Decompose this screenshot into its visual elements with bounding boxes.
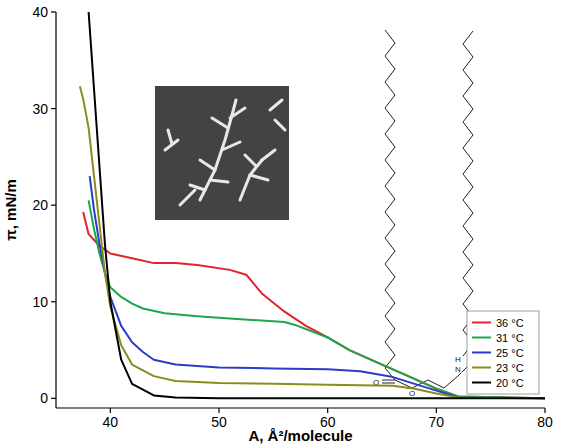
inset-image: [155, 86, 289, 220]
y-tick: [51, 301, 56, 302]
atom-bg: [409, 389, 416, 397]
inset-dendrite: [275, 120, 285, 130]
x-tick-label: 80: [537, 414, 553, 430]
inset-dendrite: [250, 175, 268, 180]
inset-dendrite: [222, 142, 240, 150]
x-axis: [56, 407, 545, 408]
double-bond: [382, 380, 395, 381]
series-line: [83, 212, 545, 398]
y-tick-label: 20: [32, 197, 48, 213]
legend-box: [467, 311, 539, 394]
legend-label: 36 °C: [496, 317, 524, 329]
inset-shade: [155, 86, 289, 220]
legend-label: 23 °C: [496, 362, 524, 374]
x-tick-label: 50: [211, 414, 227, 430]
legend-swatch: [472, 337, 491, 339]
legend-swatch: [472, 367, 491, 369]
plot-lines: [80, 12, 545, 398]
inset-dendrite: [180, 190, 195, 205]
legend-swatch: [472, 352, 491, 354]
inset-dendrite: [200, 115, 232, 200]
inset-dendrite: [245, 155, 256, 166]
legend-label: 25 °C: [496, 347, 524, 359]
x-tick: [327, 408, 328, 413]
y-tick: [51, 108, 56, 109]
series-line: [90, 176, 545, 398]
x-tick: [436, 408, 437, 413]
inset-dendrite: [190, 185, 205, 190]
inset-dendrite: [168, 130, 172, 144]
y-tick: [51, 205, 56, 206]
inset-dendrite: [240, 160, 262, 200]
series-line: [89, 12, 545, 398]
alkyl-chain: [385, 30, 395, 368]
series-line: [80, 86, 545, 398]
legend-swatch: [472, 322, 491, 324]
legend-label: 20 °C: [496, 377, 524, 389]
inset-dendrite: [262, 150, 275, 160]
x-tick: [110, 408, 111, 413]
y-axis-title: π, mN/m: [2, 179, 19, 241]
legend-swatch: [472, 382, 491, 384]
y-tick-label: 0: [40, 390, 48, 406]
y-tick-label: 30: [32, 101, 48, 117]
y-tick: [51, 398, 56, 399]
x-tick-label: 40: [103, 414, 119, 430]
inset-dendrite: [270, 100, 282, 110]
x-tick-label: 70: [429, 414, 445, 430]
y-tick-label: 40: [32, 4, 48, 20]
y-axis: [55, 12, 56, 408]
atom-label: H: [455, 355, 461, 364]
legend: 36 °C 31 °C 25 °C 23 °C 20 °C: [467, 311, 539, 394]
atom-label: N: [455, 365, 461, 374]
y-tick: [51, 11, 56, 12]
inset-background: [155, 86, 289, 220]
x-axis-title: A, Å²/molecule: [248, 427, 352, 444]
atom-bg: [455, 355, 462, 363]
atom-bg: [455, 365, 462, 373]
x-tick: [218, 408, 219, 413]
double-bond: [382, 383, 395, 384]
legend-label: 31 °C: [496, 332, 524, 344]
alkyl-chain: [463, 31, 473, 356]
y-tick-label: 10: [32, 294, 48, 310]
inset-dendrite: [212, 118, 228, 128]
inset-dendrite: [210, 180, 228, 182]
inset-dendrite: [232, 100, 236, 115]
inset-dendrite: [200, 160, 215, 170]
chart: 4050607080010203040A, Å²/moleculeπ, mN/m…: [0, 0, 580, 447]
atom-label: O: [409, 389, 415, 398]
x-tick: [544, 408, 545, 413]
